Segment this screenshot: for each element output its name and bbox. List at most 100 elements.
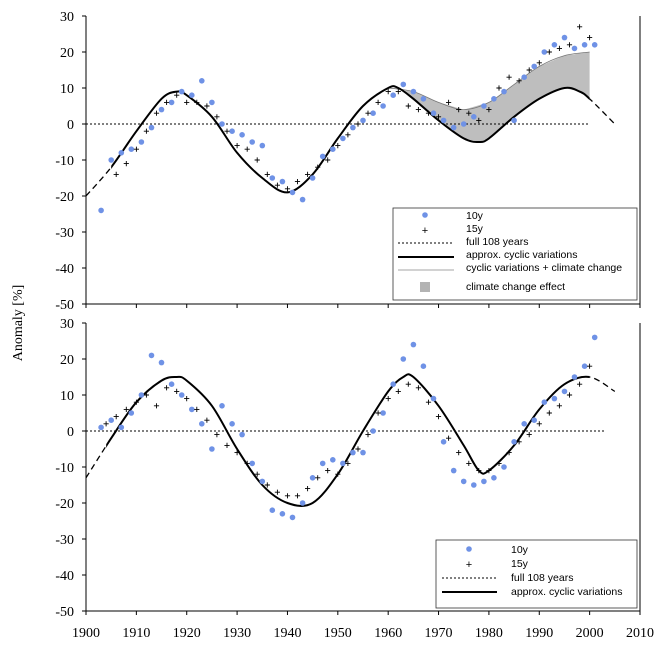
top-15y-point bbox=[284, 186, 291, 192]
bottom-10y-point bbox=[491, 475, 497, 481]
top-10y-point bbox=[138, 139, 145, 145]
bottom-15y-point bbox=[466, 460, 472, 466]
bottom-10y-point bbox=[481, 478, 487, 485]
bottom-15y-point bbox=[456, 450, 462, 456]
legend-label: climate change effect bbox=[466, 281, 565, 293]
bottom-10y-point bbox=[430, 395, 437, 402]
top-15y-point bbox=[446, 99, 452, 105]
top-15y-point bbox=[566, 42, 573, 48]
top-10y-point bbox=[168, 99, 175, 106]
top-10y-point bbox=[390, 92, 397, 98]
top-y-tick-labels: 30 20 10 0 -10 -20 -30 -40 -50 bbox=[55, 10, 74, 313]
cyclic-plus-climate-line bbox=[388, 51, 590, 111]
top-15y-point bbox=[435, 114, 442, 120]
bottom-10y-point bbox=[158, 359, 165, 366]
bottom-15y-point bbox=[294, 493, 301, 499]
top-10y-point bbox=[199, 78, 205, 84]
bottom-10y-point bbox=[340, 460, 346, 467]
top-10y-point bbox=[440, 117, 447, 124]
top-cyclic-variations-line bbox=[111, 85, 590, 194]
top-15y-point bbox=[184, 99, 190, 105]
top-15y-point bbox=[425, 110, 432, 116]
top-10y-point bbox=[178, 88, 185, 95]
top-10y-point bbox=[319, 153, 326, 160]
top-15y-point bbox=[587, 35, 593, 41]
y-tick-label: -30 bbox=[55, 226, 74, 241]
x-tick-label: 1950 bbox=[324, 626, 352, 641]
bottom-15y-point bbox=[446, 435, 452, 441]
legend-label: 10y bbox=[511, 544, 529, 556]
top-15y-point bbox=[405, 103, 411, 109]
top-10y-point bbox=[410, 88, 417, 95]
top-10y-point bbox=[551, 42, 558, 48]
x-tick-label: 1920 bbox=[173, 626, 201, 641]
top-15y-point bbox=[153, 110, 160, 116]
x-tick-label: 1900 bbox=[72, 626, 100, 641]
top-15y-point bbox=[274, 182, 280, 188]
top-10y-point bbox=[460, 121, 467, 127]
top-15y-point bbox=[123, 161, 129, 167]
bottom-10y-point bbox=[370, 428, 376, 434]
top-15y-point bbox=[456, 107, 462, 113]
legend-label: full 108 years bbox=[466, 236, 528, 248]
top-15y-point bbox=[577, 24, 583, 30]
bottom-y-tick-labels: 30 20 10 0 -10 -20 -30 -40 -50 bbox=[55, 317, 74, 620]
bottom-15y-point bbox=[264, 482, 270, 488]
top-10y-point bbox=[330, 146, 336, 152]
legend-label: approx. cyclic variations bbox=[511, 586, 622, 598]
bottom-15y-point bbox=[345, 460, 351, 466]
top-10y-point bbox=[420, 96, 427, 102]
top-10y-point bbox=[511, 117, 517, 124]
bottom-10y-point bbox=[541, 399, 548, 406]
top-10y-point bbox=[299, 196, 306, 203]
bottom-15y-point bbox=[395, 388, 401, 394]
top-10y-point bbox=[450, 124, 457, 131]
top-legend-box bbox=[392, 207, 638, 301]
top-10y-point bbox=[239, 132, 245, 138]
bottom-10y-point bbox=[380, 410, 386, 416]
bottom-10y-point bbox=[108, 417, 114, 424]
top-15y-point bbox=[345, 132, 351, 138]
bottom-15y-point bbox=[194, 406, 200, 412]
bottom-15y-point bbox=[577, 381, 583, 387]
top-10y-point bbox=[98, 207, 104, 214]
top-10y-point bbox=[541, 49, 548, 55]
bottom-10y-point bbox=[471, 482, 477, 488]
bottom-legend: 10y + 15y full 108 years approx. cyclic … bbox=[435, 539, 638, 609]
y-tick-label: -30 bbox=[55, 533, 74, 548]
top-10y-point bbox=[158, 106, 165, 113]
bottom-10y-point bbox=[199, 421, 205, 427]
bottom-15y-point bbox=[496, 460, 502, 466]
top-10y-point bbox=[128, 146, 135, 152]
x-tick-label: 1960 bbox=[374, 626, 402, 641]
top-10y-point bbox=[571, 45, 578, 52]
top-15y-point bbox=[355, 121, 361, 127]
y-tick-label: -10 bbox=[55, 461, 74, 476]
bottom-10y-point bbox=[249, 460, 255, 467]
x-tick-label: 1910 bbox=[122, 626, 150, 641]
bottom-10y-point bbox=[400, 356, 407, 362]
bottom-15y-point bbox=[375, 410, 381, 416]
bottom-15y-point bbox=[476, 468, 482, 474]
top-10y-point bbox=[259, 142, 266, 149]
top-legend: 10y + 15y full 108 years approx. cyclic … bbox=[392, 207, 638, 301]
bottom-10y-point bbox=[591, 334, 598, 341]
top-15y-point bbox=[335, 143, 341, 149]
bottom-15y-point bbox=[123, 406, 129, 412]
top-15y-point bbox=[415, 107, 421, 113]
x-tick-labels: 1900 1910 1920 1930 1940 1950 1960 1970 … bbox=[72, 626, 654, 641]
top-10y-point bbox=[360, 117, 366, 124]
top-10y-point bbox=[118, 150, 125, 156]
x-tick-label: 1990 bbox=[525, 626, 553, 641]
top-15y-point bbox=[546, 49, 552, 55]
bottom-10y-point bbox=[501, 464, 507, 470]
top-15y-point bbox=[375, 99, 381, 105]
legend-plus-marker: + bbox=[466, 559, 472, 571]
bottom-10y-point bbox=[531, 417, 537, 424]
bottom-15y-point bbox=[274, 489, 280, 495]
bottom-10y-point bbox=[259, 478, 266, 485]
top-10y-point bbox=[148, 124, 155, 131]
top-10y-point bbox=[350, 124, 356, 131]
bottom-15y-point bbox=[365, 432, 371, 438]
bottom-15y-point bbox=[385, 396, 391, 402]
